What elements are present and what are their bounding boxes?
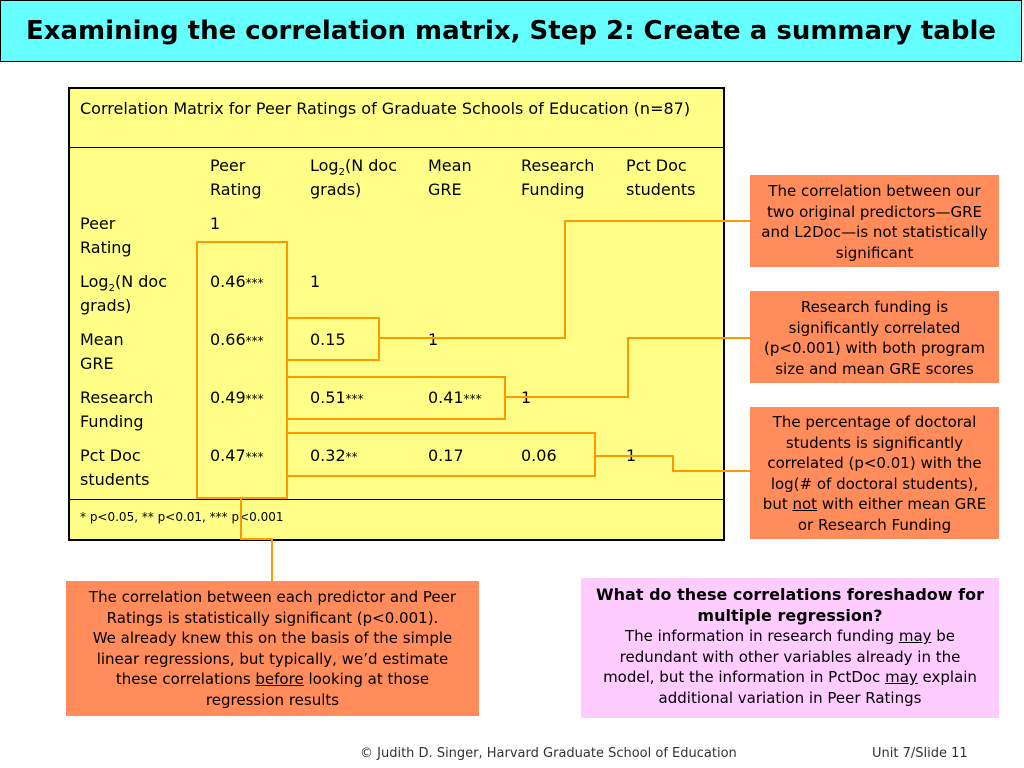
footnote-separator [70, 499, 723, 500]
cell-value: 0.49*** [210, 388, 264, 407]
cell-value: 0.51*** [310, 388, 364, 407]
cell-value: 0.41*** [428, 388, 482, 407]
cell-value: 1 [521, 386, 531, 410]
cell-value: 0.15 [310, 330, 346, 349]
col-header-research-funding: Research Funding [521, 156, 595, 199]
col-header-peer-rating: Peer Rating [210, 156, 262, 199]
row-header-pct-doc: Pct Doc students [80, 446, 150, 489]
connector-line [564, 220, 750, 222]
caption-separator [70, 147, 723, 148]
connector-line [627, 337, 629, 397]
cell-value: 0.32** [310, 446, 358, 465]
col-header-pct-doc: Pct Doc students [626, 156, 696, 199]
footer-slide-number: Unit 7/Slide 11 [872, 746, 968, 761]
connector-line [504, 396, 629, 398]
cell-value: 0.06 [521, 446, 557, 465]
foreshadow-question-box: What do these correlations foreshadow fo… [581, 578, 999, 718]
connector-line [627, 337, 750, 339]
connector-line [564, 220, 566, 338]
foreshadow-heading: What do these correlations foreshadow fo… [596, 585, 984, 625]
row-header-research-funding: Research Funding [80, 388, 154, 431]
col-header-log-ndoc: Log2(N doc grads) [310, 156, 397, 199]
connector-line [594, 455, 674, 457]
connector-line [672, 455, 674, 472]
connector-line [271, 538, 273, 582]
col-header-mean-gre: Mean GRE [428, 156, 472, 199]
connector-line [672, 470, 750, 472]
row-header-mean-gre: Mean GRE [80, 330, 124, 373]
slide-title: Examining the correlation matrix, Step 2… [25, 16, 997, 46]
cell-value: 1 [310, 272, 321, 291]
significance-footnote: * p<0.05, ** p<0.01, *** p<0.001 [80, 510, 284, 524]
cell-value: 1 [428, 330, 439, 349]
cell-value: 0.17 [428, 446, 464, 465]
cell-value: 0.66*** [210, 330, 264, 349]
highlight-pctdoc-row [286, 432, 596, 477]
row-header-log-ndoc: Log2(N doc grads) [80, 272, 167, 315]
cell-value: 1 [210, 214, 221, 233]
connector-line [240, 538, 273, 540]
highlight-research-row [286, 376, 506, 420]
table-caption: Correlation Matrix for Peer Ratings of G… [80, 99, 691, 118]
callout-pct-doc-students: The percentage of doctoral students is s… [750, 407, 999, 539]
callout-research-funding: Research funding is significantly correl… [750, 291, 999, 383]
cell-value: 0.47*** [210, 446, 264, 465]
correlation-matrix-table: Correlation Matrix for Peer Ratings of G… [68, 87, 725, 541]
highlight-gre-log-cell [286, 317, 380, 361]
connector-line [378, 337, 566, 339]
highlight-peer-rating-column [196, 241, 288, 499]
connector-line [240, 497, 242, 540]
footer-credit: © Judith D. Singer, Harvard Graduate Sch… [360, 746, 737, 761]
cell-value: 0.46*** [210, 272, 264, 291]
row-header-peer-rating: Peer Rating [80, 214, 132, 257]
callout-predictor-correlations: The correlation between each predictor a… [66, 581, 479, 716]
title-bar: Examining the correlation matrix, Step 2… [0, 0, 1022, 62]
foreshadow-text: The information in research funding may … [603, 627, 977, 707]
callout-gre-l2doc-correlation: The correlation between our two original… [750, 175, 999, 267]
